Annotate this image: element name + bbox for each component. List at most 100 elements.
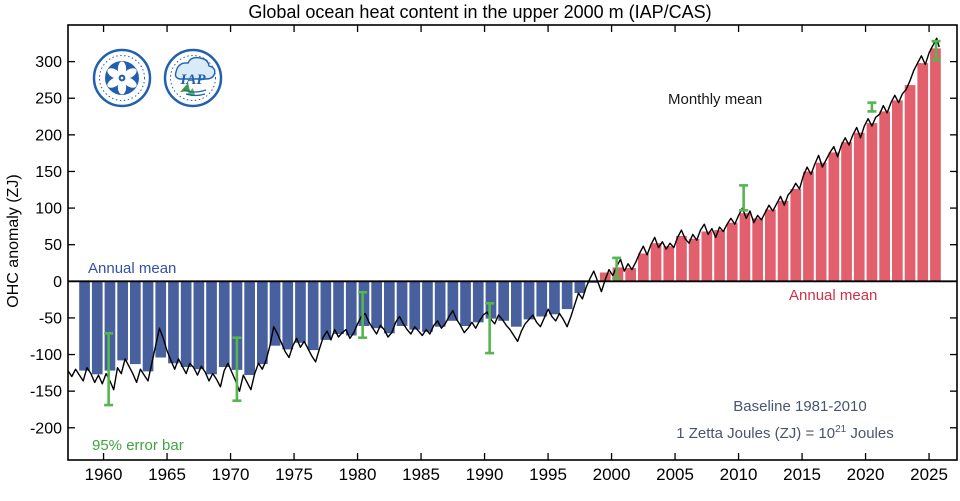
annual-bar	[917, 63, 929, 282]
zetta-superscript: 21	[835, 424, 847, 435]
annual-bar	[307, 281, 319, 351]
x-tick-label: 2005	[656, 465, 694, 484]
annual-bar	[803, 171, 814, 282]
annual-bar	[549, 281, 560, 315]
annual-bar	[879, 111, 890, 282]
error-bar	[485, 301, 495, 355]
plot-frame	[67, 24, 958, 461]
zetta-prefix: 1 Zetta Joules (ZJ) = 10	[676, 425, 836, 442]
zetta-suffix: Joules	[846, 425, 894, 442]
error-bar	[104, 332, 114, 407]
annual-bar	[828, 152, 840, 282]
x-tick-label: 1965	[148, 465, 186, 484]
annual-bar	[320, 281, 332, 340]
annual-bar	[892, 100, 903, 282]
annual-bar	[663, 246, 675, 282]
annual-bar	[688, 238, 700, 282]
error-bar	[931, 39, 941, 62]
annual-bar	[269, 281, 281, 346]
error-bar	[358, 290, 368, 340]
annual-bar	[790, 189, 802, 282]
annual-bar	[853, 132, 865, 282]
error-bar-label: 95% error bar	[92, 437, 184, 454]
annual-bar	[130, 281, 141, 365]
error-bar	[612, 256, 622, 280]
iap-logo-text: IAP	[179, 72, 206, 88]
monthly-line-path	[67, 37, 940, 392]
annual-bar	[739, 213, 751, 282]
annual-bar	[117, 281, 128, 361]
annual-bar	[333, 281, 344, 334]
annual-bar	[472, 281, 484, 323]
chart-title: Global ocean heat content in the upper 2…	[248, 2, 712, 22]
zetta-joules-label: 1 Zetta Joules (ZJ) = 1021 Joules	[610, 424, 960, 442]
annual-bar	[599, 272, 611, 282]
annual-mean-bars	[79, 48, 941, 375]
annual-bar	[866, 123, 878, 282]
x-tick-label: 2020	[847, 465, 885, 484]
annual-bar	[358, 281, 370, 326]
x-tick-label: 2025	[910, 465, 948, 484]
annual-bar	[498, 281, 509, 321]
x-tick-label: 2010	[720, 465, 758, 484]
annual-bar	[523, 281, 535, 320]
annual-bar	[447, 281, 459, 321]
annual-bar	[91, 281, 103, 375]
baseline-label: Baseline 1981-2010	[733, 398, 867, 415]
axes-frame: 1960 1965 1970 1975 1980 1985 1990 1995 2000 2005…	[30, 24, 958, 484]
annual-bar	[257, 281, 268, 365]
annual-bar	[218, 281, 230, 367]
iap-wave-icon	[183, 89, 207, 93]
annual-bar	[434, 281, 446, 327]
x-tick-label: 1990	[466, 465, 504, 484]
annual-bar	[396, 281, 408, 326]
error-bars	[104, 39, 941, 407]
annual-bar	[409, 281, 421, 330]
x-tick-label: 1960	[85, 465, 123, 484]
error-bar	[867, 101, 877, 113]
annual-bar	[371, 281, 382, 329]
annual-bar	[904, 85, 916, 282]
x-tick-label: 1995	[529, 465, 567, 484]
annual-bar	[612, 267, 624, 282]
y-tick-label: 100	[35, 201, 62, 218]
annual-bar	[282, 281, 294, 350]
annual-bar	[244, 281, 255, 375]
annual-bar	[714, 230, 725, 282]
annual-bar	[777, 200, 789, 282]
annual-bar	[485, 281, 497, 319]
annual-bar	[650, 243, 662, 282]
y-tick-label: -150	[30, 384, 62, 401]
annual-bar	[104, 281, 116, 371]
y-tick-label: 200	[35, 127, 62, 144]
y-tick-label: -100	[30, 347, 62, 364]
annual-bar	[574, 281, 586, 293]
annual-bar	[422, 281, 433, 332]
x-tick-label: 1985	[402, 465, 440, 484]
y-tick-label: 50	[44, 237, 62, 254]
x-tick-label: 1975	[275, 465, 313, 484]
annual-mean-label-blue: Annual mean	[88, 260, 177, 277]
x-tick-label: 2000	[593, 465, 631, 484]
annual-bar	[384, 281, 395, 334]
iap-wave-icon	[185, 93, 206, 97]
iap-logo: IAP	[163, 48, 223, 108]
monthly-mean-line	[67, 37, 940, 392]
error-bar	[232, 336, 242, 402]
y-tick-label: 300	[35, 54, 62, 71]
annual-bar	[345, 281, 357, 336]
annual-bar	[726, 222, 738, 282]
annual-bar	[561, 281, 573, 310]
annual-bar	[142, 281, 154, 372]
annual-bar	[206, 281, 217, 375]
annual-bar	[841, 142, 852, 282]
annual-bar	[701, 231, 713, 282]
annual-bar	[676, 235, 687, 282]
annual-bar	[511, 281, 522, 327]
annual-bar	[79, 281, 90, 371]
y-tick-label: 0	[53, 274, 62, 291]
iap-cloud-icon	[174, 56, 216, 80]
annual-bar	[295, 281, 306, 343]
